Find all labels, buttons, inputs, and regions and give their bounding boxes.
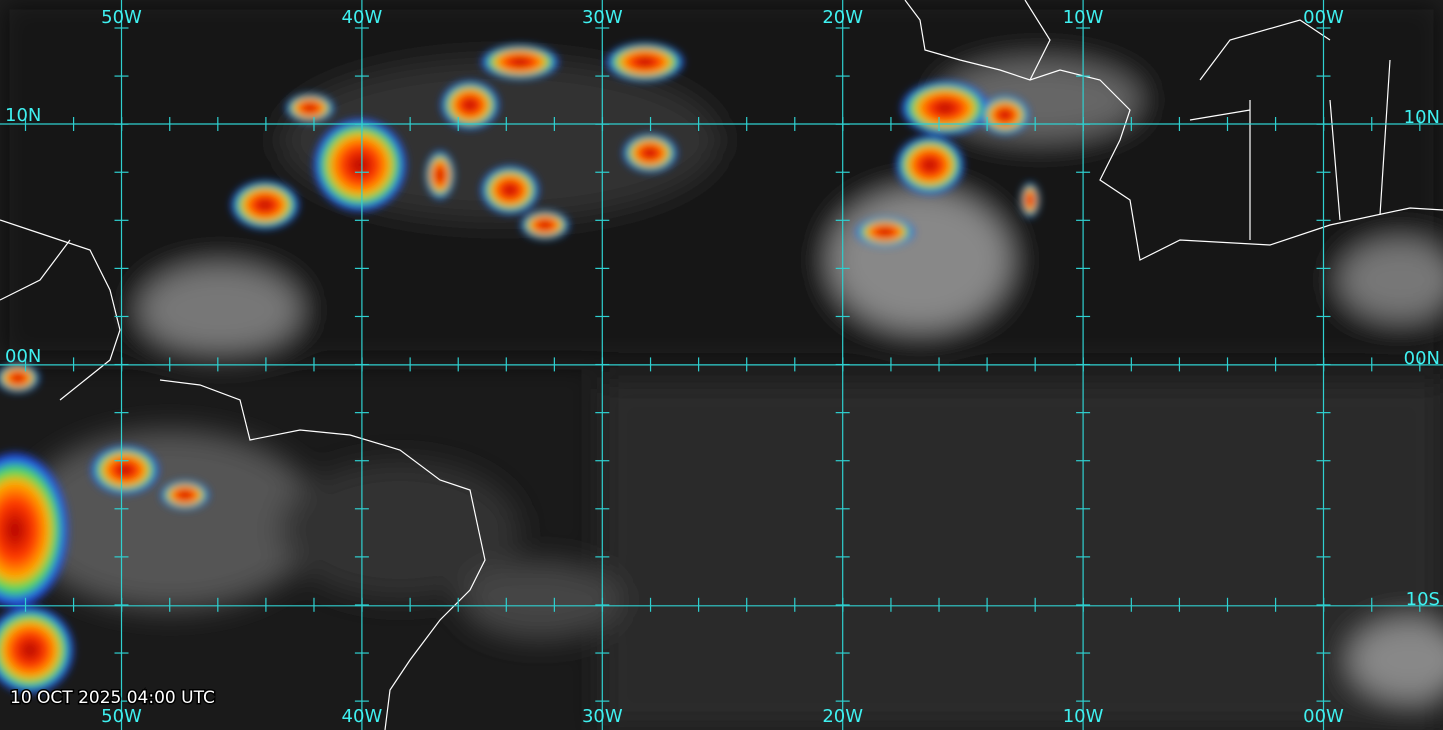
- latitude-label-left: 00N: [5, 346, 41, 367]
- longitude-label-top: 50W: [101, 7, 142, 28]
- graticule-labels: 50W 50W 40W 40W 30W 30W 20W 20W 10W 10W 00W 00W 10N 1…: [5, 7, 1440, 727]
- latitude-label-left: 10N: [5, 105, 41, 126]
- latitude-label-right: 00N: [1404, 348, 1440, 369]
- storms: [0, 42, 1040, 695]
- longitude-label-top: 00W: [1303, 7, 1344, 28]
- latitude-label-right: 10N: [1404, 107, 1440, 128]
- latitude-label-right: 10S: [1406, 589, 1440, 610]
- longitude-label-top: 30W: [582, 7, 623, 28]
- longitude-label-top: 40W: [342, 7, 383, 28]
- longitude-label-bottom: 10W: [1063, 706, 1104, 727]
- timestamp: 10 OCT 2025 04:00 UTC: [10, 688, 215, 708]
- longitude-label-top: 10W: [1063, 7, 1104, 28]
- longitude-label-bottom: 20W: [822, 706, 863, 727]
- longitude-label-top: 20W: [822, 7, 863, 28]
- longitude-label-bottom: 00W: [1303, 706, 1344, 727]
- longitude-label-bottom: 40W: [342, 706, 383, 727]
- longitude-label-bottom: 30W: [582, 706, 623, 727]
- longitude-label-bottom: 50W: [101, 706, 142, 727]
